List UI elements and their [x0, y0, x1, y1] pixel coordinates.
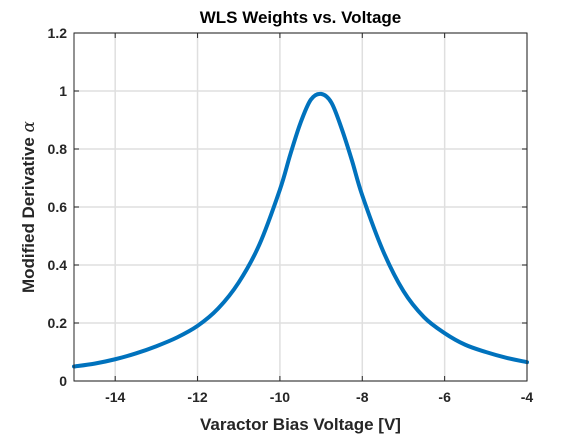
series-line [72, 91, 529, 369]
x-tick-label: -6 [438, 389, 451, 405]
series-layer [72, 91, 529, 369]
y-axis-label: Modified Derivative α [19, 120, 39, 293]
y-axis-label-text: Modified Derivative [19, 132, 38, 293]
ticks [74, 32, 528, 382]
y-tick-labels: 0 0.2 0.4 0.6 0.8 1 1.2 [48, 25, 68, 389]
y-tick-label: 0 [59, 373, 67, 389]
y-tick-label: 1.2 [48, 25, 68, 41]
x-axis-label: Varactor Bias Voltage [V] [200, 415, 401, 434]
y-axis-label-symbol: α [19, 120, 39, 132]
x-tick-label: -10 [270, 389, 290, 405]
y-tick-label: 0.2 [48, 315, 68, 331]
x-tick-label: -14 [105, 389, 125, 405]
x-tick-label: -12 [187, 389, 207, 405]
y-tick-label: 1 [59, 83, 67, 99]
x-tick-labels: -14 -12 -10 -8 -6 -4 [105, 389, 533, 405]
x-tick-label: -4 [521, 389, 534, 405]
y-tick-label: 0.8 [48, 141, 68, 157]
chart-title: WLS Weights vs. Voltage [200, 8, 402, 27]
x-tick-label: -8 [356, 389, 369, 405]
y-tick-label: 0.4 [48, 257, 68, 273]
grid [74, 32, 528, 382]
y-tick-label: 0.6 [48, 199, 68, 215]
